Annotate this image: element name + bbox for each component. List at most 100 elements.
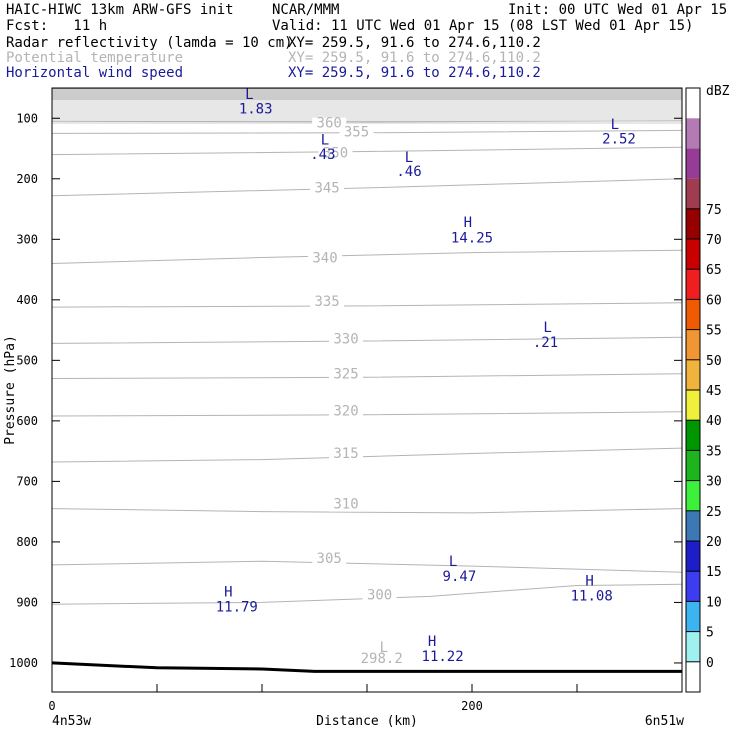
x-tick-label: 0 xyxy=(48,699,55,713)
theta-label-bg xyxy=(310,295,345,309)
theta-label: 360 xyxy=(317,115,342,131)
colorbar-swatch xyxy=(686,329,700,360)
y-tick-label: 100 xyxy=(16,111,38,125)
y-axis: 100 200 300 400 500 600 700 800 900 1000 xyxy=(9,111,682,670)
colorbar-swatch xyxy=(686,239,700,270)
colorbar-swatch xyxy=(686,359,700,390)
y-tick-label: 300 xyxy=(16,232,38,246)
y-tick-label: 800 xyxy=(16,535,38,549)
colorbar-label: 10 xyxy=(706,595,722,610)
wind-label: H xyxy=(224,584,232,600)
dbz-colorbar: 0 5 10 15 20 25 30 35 40 45 50 55 60 65 70 75 dBZ xyxy=(685,84,730,693)
wind-label: 11.08 xyxy=(571,589,613,605)
wind-label: H xyxy=(585,573,593,589)
terrain xyxy=(51,661,682,673)
colorbar-label: 35 xyxy=(706,444,722,459)
y-tick-label: 400 xyxy=(16,293,38,307)
colorbar-swatch xyxy=(686,480,700,511)
theta-label: 325 xyxy=(333,367,358,383)
theta-contour-350 xyxy=(51,146,683,156)
colorbar-swatch xyxy=(686,178,700,209)
wind-label: .21 xyxy=(533,335,558,351)
theta-label-bg xyxy=(329,498,363,512)
wind-label: L xyxy=(405,150,413,166)
theta-label: 298.2 xyxy=(361,651,403,667)
field-wind-xy: XY= 259.5, 91.6 to 274.6,110.2 xyxy=(288,65,541,81)
theta-label-bg xyxy=(362,589,397,603)
colorbar-label: 50 xyxy=(706,354,722,369)
colorbar-label: 20 xyxy=(706,535,722,550)
wind-label: .43 xyxy=(310,147,335,163)
theta-contour-330 xyxy=(51,336,683,344)
theta-contour-335 xyxy=(51,302,683,308)
colorbar-unit: dBZ xyxy=(706,84,730,99)
field-wind-name: Horizontal wind speed xyxy=(6,65,184,81)
y-tick-label: 600 xyxy=(16,414,38,428)
colorbar-label: 25 xyxy=(706,505,722,520)
theta-contour-320 xyxy=(51,411,683,417)
wind-label: L xyxy=(543,320,551,336)
wind-label: 11.79 xyxy=(216,600,258,616)
theta-label: 315 xyxy=(333,446,358,462)
wind-label: 1.83 xyxy=(239,101,273,117)
colorbar-swatch xyxy=(686,601,700,632)
field-theta-name: Potential temperature xyxy=(6,50,184,66)
colorbar-label: 15 xyxy=(706,565,722,580)
wind-label: H xyxy=(464,215,472,231)
theta-contour-305 xyxy=(51,560,683,573)
colorbar-label: 65 xyxy=(706,263,722,278)
colorbar-swatch xyxy=(686,88,700,119)
theta-label-bg xyxy=(312,553,347,567)
colorbar-label: 45 xyxy=(706,384,722,399)
wind-label: 11.22 xyxy=(422,649,464,665)
y-tick-label: 700 xyxy=(16,474,38,488)
theta-label-bg xyxy=(329,447,363,461)
theta-label: 330 xyxy=(333,331,358,347)
theta-contour-340 xyxy=(51,249,683,264)
y-tick-label: 200 xyxy=(16,172,38,186)
field-reflectivity-name: Radar reflectivity (lamda = 10 cm) xyxy=(6,35,293,51)
theta-contours xyxy=(51,120,683,605)
theta-label-bg xyxy=(310,182,345,196)
colorbar-label: 5 xyxy=(706,626,714,641)
wind-label: L xyxy=(611,117,619,133)
theta-label-bg xyxy=(329,405,363,419)
theta-contour-345 xyxy=(51,178,683,197)
wind-label: 14.25 xyxy=(451,230,493,246)
x-tick-label: 200 xyxy=(461,699,483,713)
y-tick-label: 500 xyxy=(16,353,38,367)
theta-label: 340 xyxy=(312,250,337,266)
field-theta-xy: XY= 259.5, 91.6 to 274.6,110.2 xyxy=(288,50,541,66)
theta-label: L xyxy=(380,640,388,656)
org-label: NCAR/MMM xyxy=(272,2,340,18)
wind-label: .46 xyxy=(396,164,421,180)
colorbar-swatch xyxy=(686,450,700,481)
theta-label-bg xyxy=(312,117,347,131)
colorbar-swatch xyxy=(686,661,700,692)
theta-contour-315 xyxy=(51,447,683,463)
theta-label-bg xyxy=(329,333,363,347)
theta-label: 345 xyxy=(314,181,339,197)
colorbar-swatch xyxy=(686,269,700,300)
colorbar-swatch xyxy=(686,571,700,602)
colorbar-label: 55 xyxy=(706,324,722,339)
theta-label: 305 xyxy=(317,551,342,567)
forecast-hour: Fcst: 11 h xyxy=(6,18,108,34)
x-axis: 0 200 xyxy=(48,684,683,713)
wind-label: L xyxy=(245,87,253,103)
theta-label: 335 xyxy=(314,294,339,310)
wind-label: L xyxy=(321,132,329,148)
theta-label-bg xyxy=(339,126,374,140)
colorbar-swatch xyxy=(686,390,700,421)
colorbar-label: 0 xyxy=(706,656,714,671)
upper-hatching xyxy=(52,88,682,124)
theta-label: 355 xyxy=(344,124,369,140)
init-time: Init: 00 UTC Wed 01 Apr 15 xyxy=(508,2,728,18)
colorbar-swatch xyxy=(686,420,700,451)
theta-contour-310 xyxy=(51,508,683,514)
theta-label-bg xyxy=(308,252,342,266)
theta-label-bg xyxy=(318,147,353,161)
